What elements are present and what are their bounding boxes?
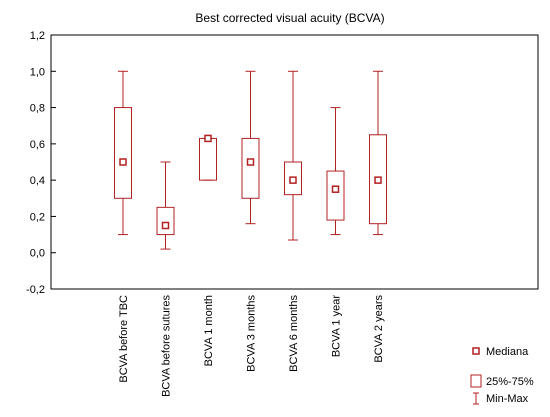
legend-median-icon — [472, 347, 480, 355]
x-category-label: BCVA 3 months — [246, 295, 258, 372]
chart-title: Best corrected visual acuity (BCVA) — [195, 11, 384, 25]
x-axis-labels: BCVA before TBC BCVA before sutures BCVA 1… — [118, 295, 385, 397]
box-iqr — [369, 134, 387, 225]
y-axis: -0,2 0,0 0,2 0,4 0,6 0,8 1,0 1,2 — [26, 30, 56, 296]
median-marker — [161, 221, 170, 230]
y-tick-label: 0,8 — [30, 103, 45, 115]
box-iqr — [326, 170, 345, 221]
box-iqr — [284, 161, 302, 196]
x-category-label: BCVA 1 month — [203, 295, 215, 366]
x-category-label: BCVA before sutures — [161, 295, 173, 397]
box-item — [326, 107, 345, 236]
y-tick-label: 0,4 — [30, 175, 45, 187]
legend-whisker-label: Min-Max — [486, 393, 529, 405]
legend: Mediana 25%-75% Min-Max — [470, 346, 534, 405]
median-marker — [119, 158, 127, 166]
box-iqr — [114, 107, 132, 199]
box-iqr — [156, 206, 175, 236]
box-iqr — [199, 137, 217, 181]
y-tick-label: 0,6 — [30, 139, 45, 151]
y-tick-label: 1,2 — [30, 30, 45, 42]
box-iqr — [241, 137, 260, 199]
legend-median-label: Mediana — [486, 346, 529, 358]
box-item — [369, 70, 387, 236]
box-item — [114, 70, 132, 236]
plot-frame — [50, 34, 539, 290]
legend-box-label: 25%-75% — [486, 376, 534, 388]
median-marker — [246, 158, 255, 166]
x-category-label: BCVA 1 year — [331, 295, 343, 357]
legend-box-icon — [470, 374, 482, 388]
median-marker — [374, 176, 382, 184]
median-marker — [204, 134, 212, 143]
x-category-label: BCVA before TBC — [118, 295, 130, 383]
x-category-label: BCVA 6 months — [288, 295, 300, 372]
x-category-label: BCVA 2 years — [373, 295, 385, 363]
median-marker — [331, 185, 340, 193]
y-tick-label: 0,2 — [30, 211, 45, 223]
box-item — [284, 70, 302, 241]
y-tick-label: 1,0 — [30, 66, 45, 78]
median-marker — [289, 176, 297, 184]
box-series — [114, 70, 387, 250]
y-tick-label: 0,0 — [30, 248, 45, 260]
box-item — [156, 161, 175, 250]
box-item — [199, 134, 217, 181]
y-tick-label: -0,2 — [26, 284, 45, 296]
box-item — [241, 70, 260, 225]
